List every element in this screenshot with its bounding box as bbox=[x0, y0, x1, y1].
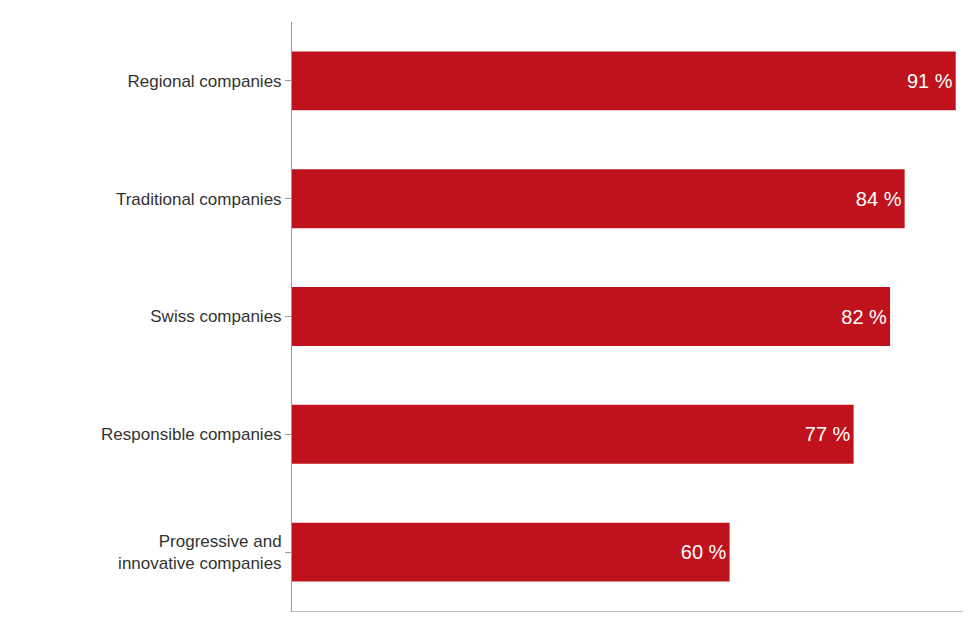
svg-text:Regional companies: Regional companies bbox=[128, 72, 282, 91]
svg-text:Responsible companies: Responsible companies bbox=[101, 425, 282, 444]
svg-text:60 %: 60 % bbox=[681, 541, 727, 563]
svg-text:77 %: 77 % bbox=[805, 423, 851, 445]
svg-text:Traditional companies: Traditional companies bbox=[116, 190, 282, 209]
svg-text:Swiss companies: Swiss companies bbox=[150, 307, 281, 326]
svg-text:84 %: 84 % bbox=[856, 188, 902, 210]
svg-text:82 %: 82 % bbox=[841, 306, 887, 328]
svg-text:91 %: 91 % bbox=[907, 70, 953, 92]
svg-text:Progressive andinnovative comp: Progressive andinnovative companies bbox=[118, 532, 281, 573]
